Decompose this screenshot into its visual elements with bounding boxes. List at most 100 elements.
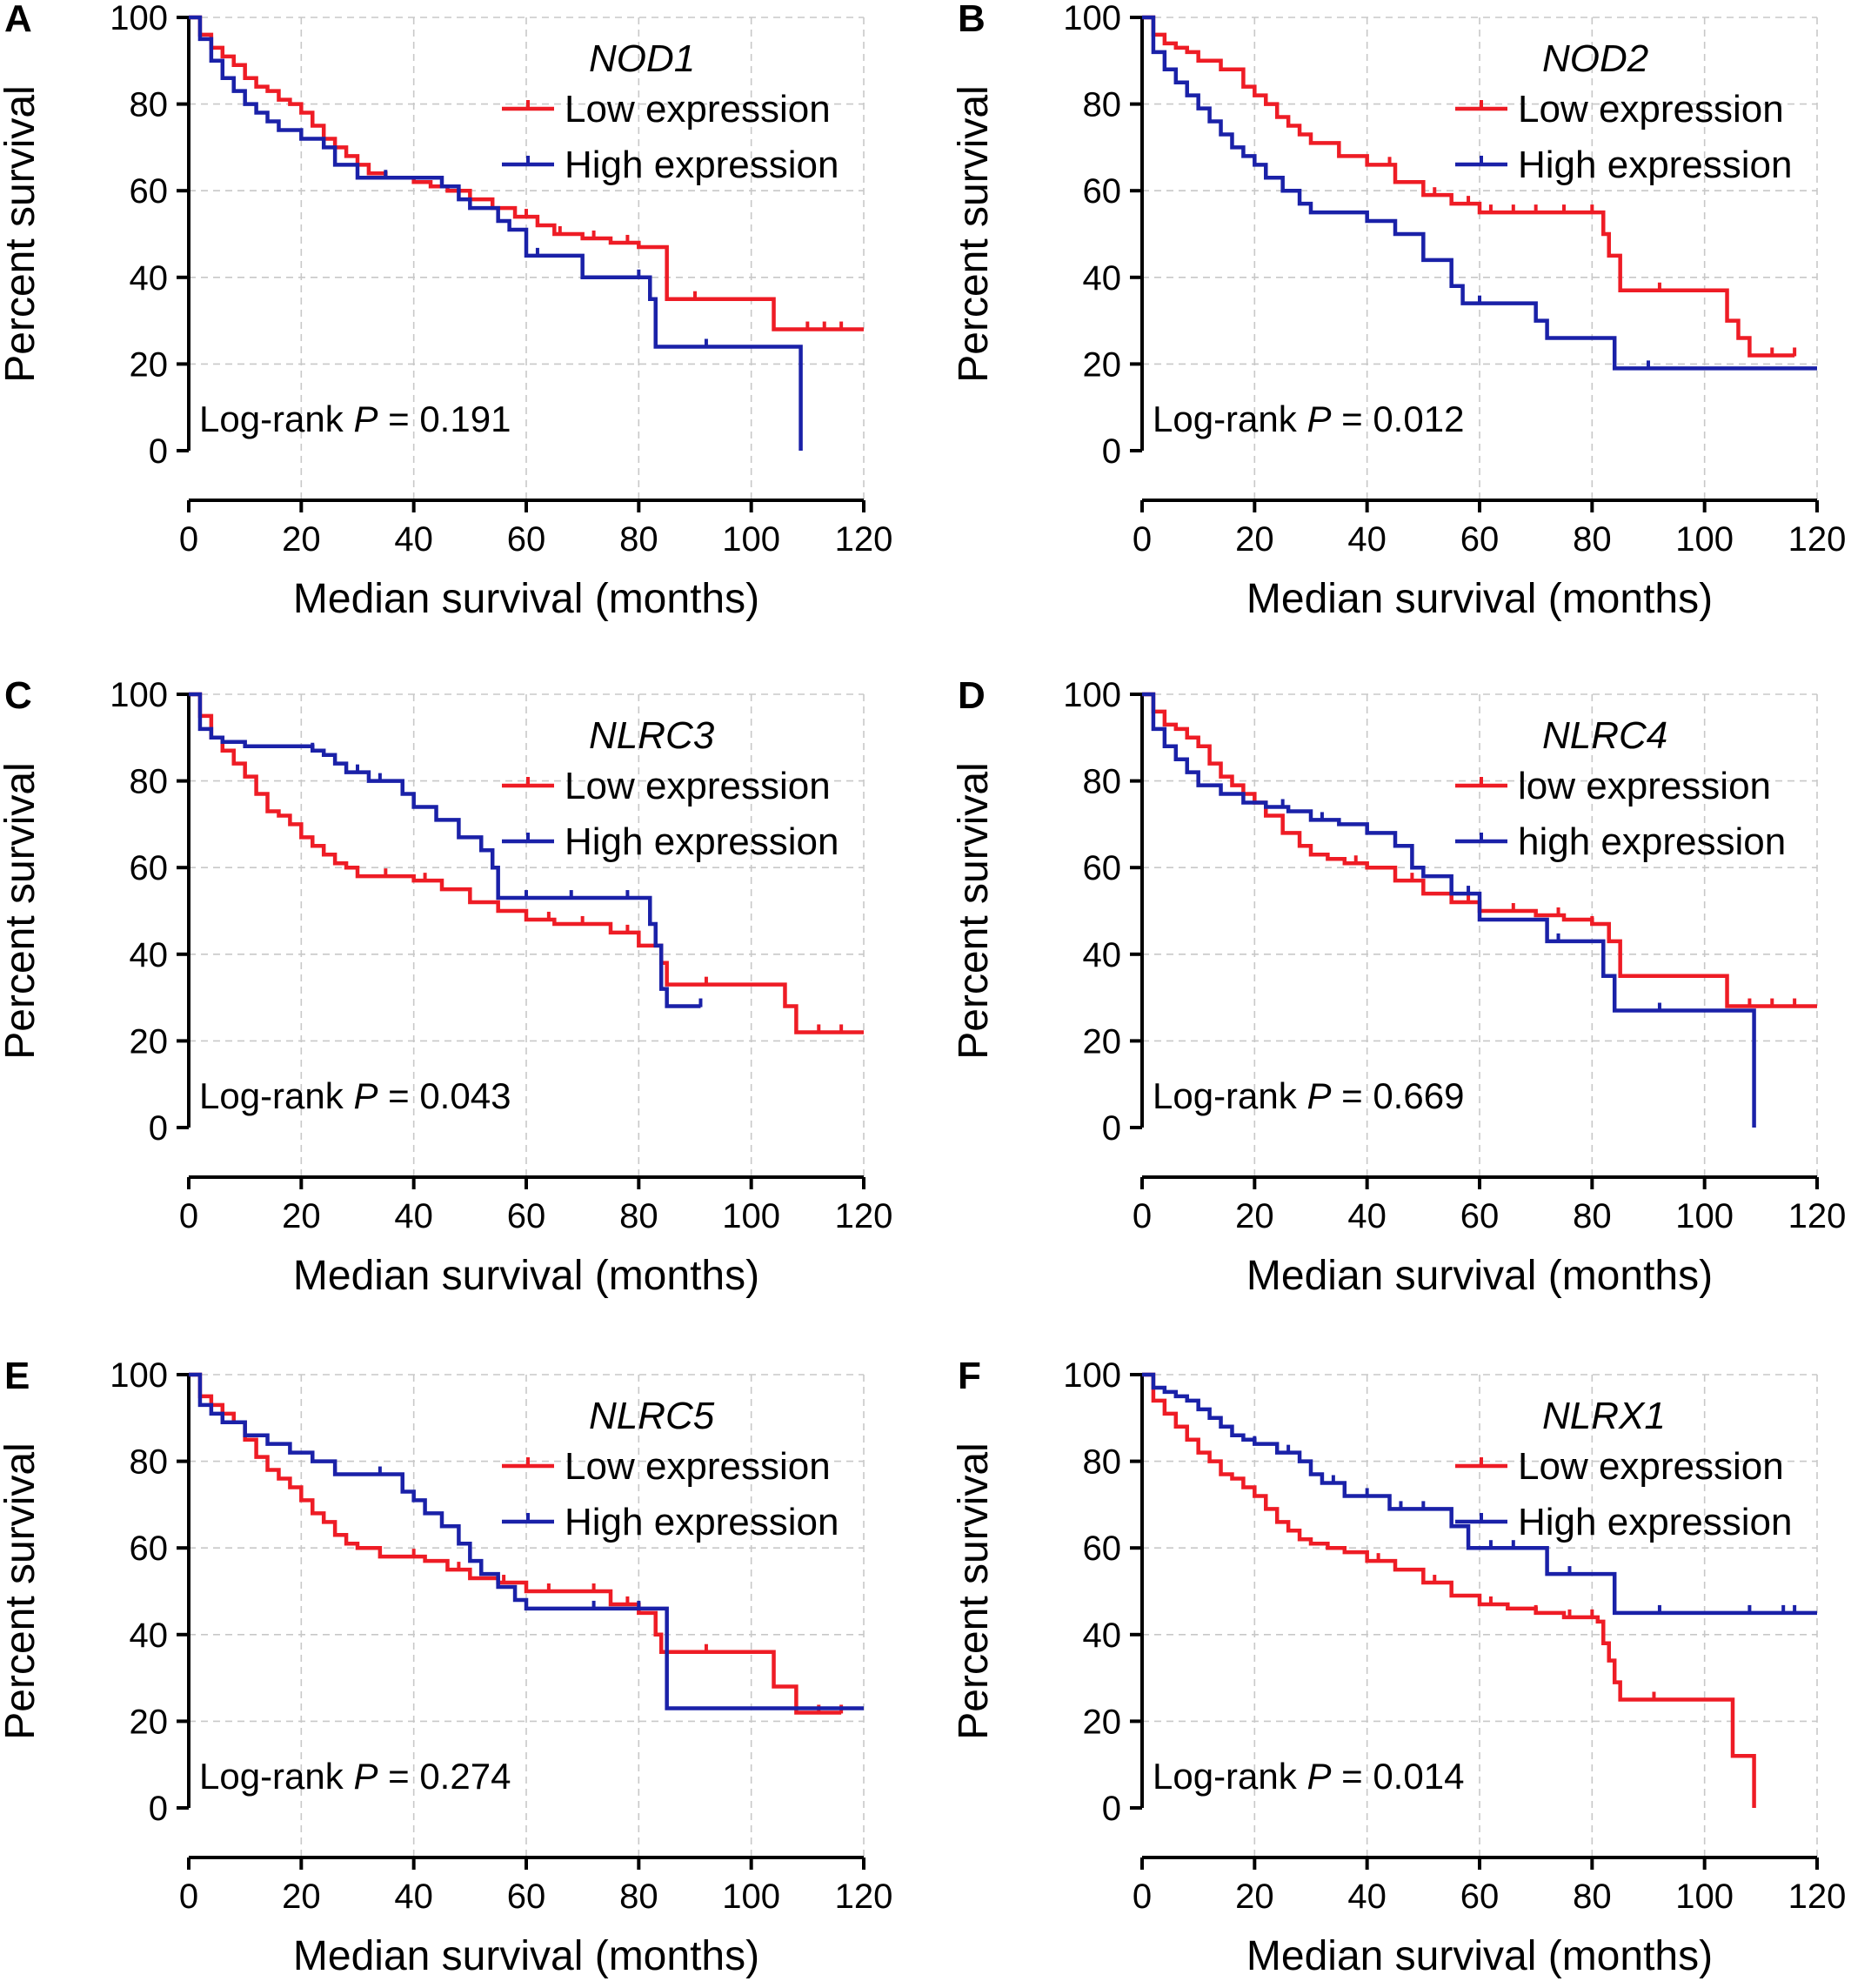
y-tick-label: 20 bbox=[130, 1022, 169, 1061]
panel-letter: C bbox=[4, 674, 32, 717]
y-tick-label: 0 bbox=[1102, 432, 1121, 471]
series-low-expression bbox=[189, 692, 864, 1034]
pvalue-symbol: P bbox=[353, 1075, 378, 1116]
x-axis-title: Median survival (months) bbox=[293, 1933, 759, 1979]
gridlines bbox=[1142, 693, 1818, 1177]
x-tick-label: 80 bbox=[619, 520, 658, 559]
x-tick-label: 120 bbox=[835, 520, 893, 559]
survival-curve bbox=[1142, 15, 1795, 358]
x-tick-label: 60 bbox=[1460, 1878, 1500, 1916]
y-axis-title: Percent survival bbox=[951, 762, 997, 1059]
pvalue-symbol: P bbox=[1306, 398, 1331, 439]
panel-a: 0 20 40 60 80 100 0 20 40 60 80 100 120 Median surviv… bbox=[0, 0, 892, 622]
y-tick-label: 100 bbox=[1063, 1356, 1121, 1395]
x-tick-label: 20 bbox=[1235, 520, 1274, 559]
x-tick-label: 0 bbox=[179, 1878, 198, 1916]
panel-b: 0 20 40 60 80 100 0 20 40 60 80 100 120 Median surviv… bbox=[951, 0, 1846, 622]
gridlines bbox=[1142, 17, 1818, 500]
pvalue-annotation: Log-rank P = 0.012 bbox=[1153, 398, 1464, 439]
panel-letter: A bbox=[4, 0, 32, 40]
x-tick-label: 60 bbox=[1460, 520, 1500, 559]
pvalue-symbol: P bbox=[1306, 1756, 1331, 1797]
legend-item-low: Low expression bbox=[502, 88, 831, 131]
legend-label: Low expression bbox=[1518, 1445, 1784, 1488]
x-tick-label: 120 bbox=[1788, 520, 1847, 559]
x-tick-label: 40 bbox=[394, 520, 433, 559]
x-axis-title: Median survival (months) bbox=[1246, 1933, 1713, 1979]
x-axis-title: Median survival (months) bbox=[293, 576, 759, 622]
x-tick-label: 100 bbox=[722, 1878, 780, 1916]
x-tick-label: 100 bbox=[1675, 1197, 1734, 1235]
x-tick-label: 80 bbox=[1573, 520, 1612, 559]
y-axis-title: Percent survival bbox=[951, 1442, 997, 1739]
gene-label: NLRC5 bbox=[589, 1395, 715, 1437]
series-high-expression bbox=[1142, 15, 1817, 371]
pvalue-prefix: Log-rank bbox=[199, 1075, 353, 1116]
y-tick-label: 80 bbox=[130, 1443, 169, 1482]
x-tick-label: 120 bbox=[835, 1878, 893, 1916]
y-tick-label: 100 bbox=[110, 0, 168, 37]
x-tick-label: 120 bbox=[835, 1197, 893, 1235]
x-tick-label: 100 bbox=[1675, 1878, 1734, 1916]
x-tick-label: 40 bbox=[1347, 1878, 1387, 1916]
y-tick-label: 60 bbox=[1083, 849, 1122, 887]
x-tick-label: 20 bbox=[282, 1878, 321, 1916]
survival-curve bbox=[1142, 692, 1756, 1128]
legend-item-low: Low expression bbox=[1455, 88, 1784, 131]
y-tick-label: 60 bbox=[1083, 172, 1122, 211]
y-tick-label: 80 bbox=[1083, 763, 1122, 801]
y-tick-label: 0 bbox=[1102, 1790, 1121, 1828]
x-tick-label: 40 bbox=[394, 1878, 433, 1916]
legend-item-high: High expression bbox=[502, 1501, 839, 1543]
pvalue-annotation: Log-rank P = 0.274 bbox=[199, 1756, 511, 1797]
pvalue-annotation: Log-rank P = 0.669 bbox=[1153, 1075, 1464, 1116]
y-tick-label: 40 bbox=[130, 1617, 169, 1655]
series-low-expression bbox=[1142, 1372, 1756, 1808]
survival-curve bbox=[1142, 15, 1817, 371]
y-tick-label: 20 bbox=[1083, 1703, 1122, 1741]
legend-item-high: High expression bbox=[1455, 144, 1793, 186]
y-tick-label: 20 bbox=[130, 345, 169, 384]
x-tick-label: 40 bbox=[1347, 520, 1387, 559]
y-tick-label: 60 bbox=[130, 849, 169, 887]
x-tick-label: 40 bbox=[1347, 1197, 1387, 1235]
y-tick-label: 100 bbox=[110, 1356, 168, 1395]
x-axis-title: Median survival (months) bbox=[1246, 1253, 1713, 1299]
pvalue-value: = 0.014 bbox=[1331, 1756, 1464, 1797]
x-tick-label: 40 bbox=[394, 1197, 433, 1235]
y-tick-label: 100 bbox=[1063, 0, 1121, 37]
panel-d: 0 20 40 60 80 100 0 20 40 60 80 100 120 Median surviv… bbox=[951, 674, 1846, 1299]
x-tick-label: 80 bbox=[619, 1197, 658, 1235]
x-tick-label: 0 bbox=[1133, 520, 1152, 559]
series-high-expression bbox=[1142, 1372, 1817, 1616]
x-axis-title: Median survival (months) bbox=[293, 1253, 759, 1299]
series-low-expression bbox=[1142, 15, 1797, 358]
gene-label: NLRC4 bbox=[1542, 714, 1667, 757]
pvalue-prefix: Log-rank bbox=[1153, 398, 1306, 439]
x-tick-label: 100 bbox=[722, 520, 780, 559]
x-tick-label: 120 bbox=[1788, 1197, 1847, 1235]
x-tick-label: 80 bbox=[1573, 1197, 1612, 1235]
series-low-expression bbox=[1142, 692, 1817, 1008]
survival-curve bbox=[189, 1372, 864, 1710]
panel-letter: F bbox=[958, 1355, 981, 1397]
y-tick-label: 40 bbox=[130, 259, 169, 298]
y-axis-title: Percent survival bbox=[0, 762, 43, 1059]
y-tick-label: 80 bbox=[1083, 1443, 1122, 1482]
pvalue-value: = 0.043 bbox=[378, 1075, 511, 1116]
gridlines bbox=[189, 1374, 865, 1857]
x-tick-label: 20 bbox=[1235, 1197, 1274, 1235]
legend-label: High expression bbox=[565, 144, 839, 186]
panel-letter: E bbox=[4, 1355, 30, 1397]
x-tick-label: 20 bbox=[1235, 1878, 1274, 1916]
gene-label: NLRC3 bbox=[589, 714, 715, 757]
gridlines bbox=[1142, 1374, 1818, 1857]
x-tick-label: 100 bbox=[1675, 520, 1734, 559]
y-tick-label: 60 bbox=[130, 172, 169, 211]
legend-label: Low expression bbox=[565, 88, 831, 131]
survival-curve bbox=[1142, 1372, 1756, 1808]
x-tick-label: 60 bbox=[1460, 1197, 1500, 1235]
x-axis-title: Median survival (months) bbox=[1246, 576, 1713, 622]
x-tick-label: 120 bbox=[1788, 1878, 1847, 1916]
